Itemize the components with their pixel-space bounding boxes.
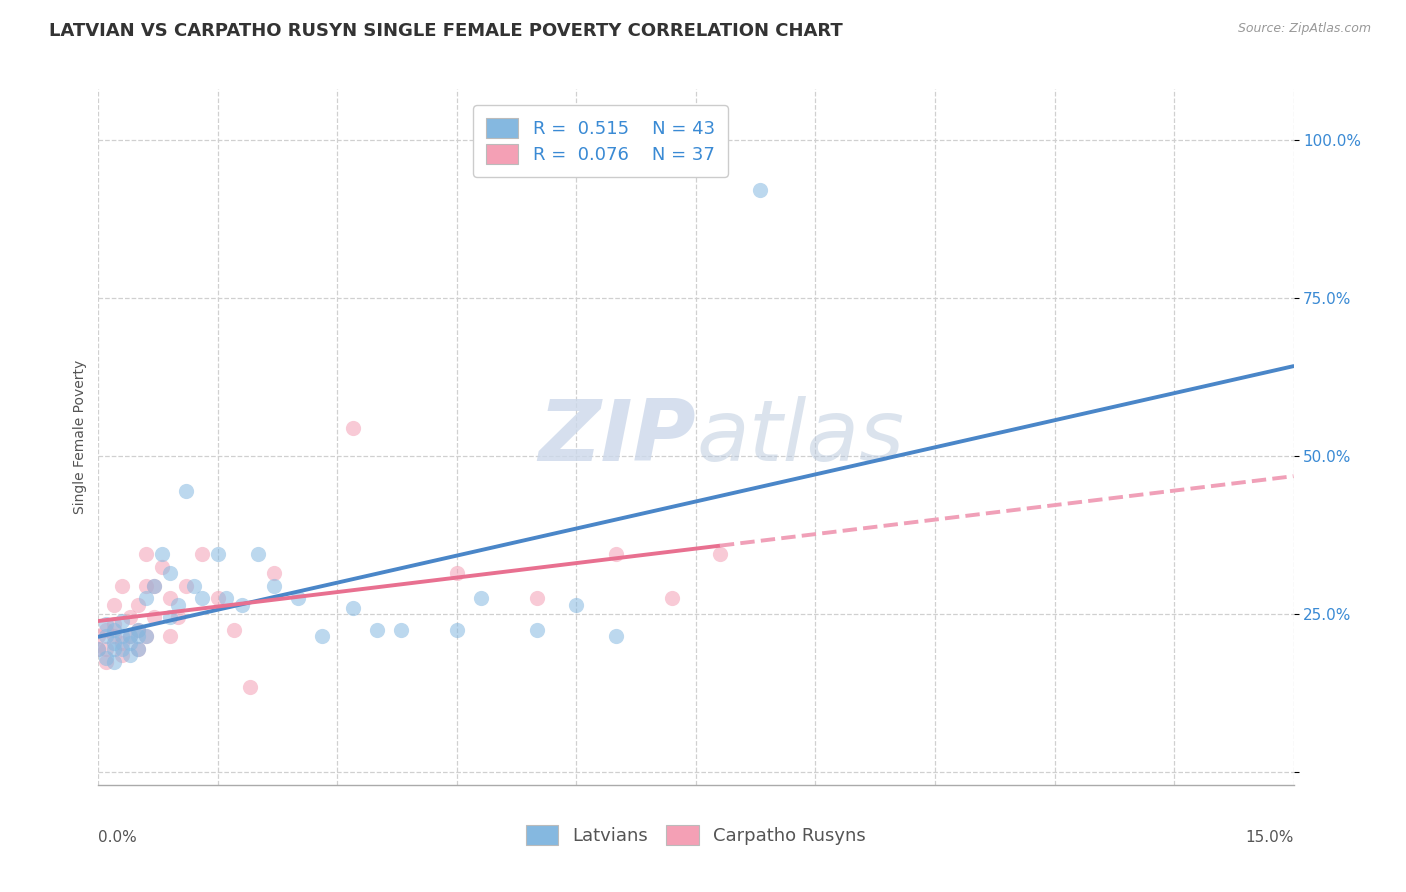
Point — [565, 598, 588, 612]
Point — [222, 623, 245, 637]
Point — [191, 547, 214, 561]
Point — [111, 579, 134, 593]
Point — [143, 579, 166, 593]
Point — [143, 610, 166, 624]
Point — [159, 591, 181, 606]
Point — [446, 566, 468, 580]
Point — [120, 610, 142, 624]
Point — [87, 629, 110, 643]
Point — [470, 591, 492, 606]
Point — [389, 623, 412, 637]
Point — [526, 591, 548, 606]
Point — [135, 579, 157, 593]
Point — [96, 623, 118, 637]
Point — [174, 483, 197, 498]
Point — [342, 600, 364, 615]
Point — [103, 655, 125, 669]
Point — [159, 566, 181, 580]
Point — [263, 579, 285, 593]
Point — [143, 579, 166, 593]
Point — [111, 642, 134, 657]
Text: Source: ZipAtlas.com: Source: ZipAtlas.com — [1237, 22, 1371, 36]
Point — [311, 629, 333, 643]
Point — [135, 591, 157, 606]
Point — [111, 635, 134, 649]
Point — [87, 642, 110, 657]
Text: ZIP: ZIP — [538, 395, 696, 479]
Point — [366, 623, 388, 637]
Point — [103, 642, 125, 657]
Point — [231, 598, 253, 612]
Point — [446, 623, 468, 637]
Point — [127, 629, 149, 643]
Point — [120, 629, 142, 643]
Point — [174, 579, 197, 593]
Point — [96, 651, 118, 665]
Point — [263, 566, 285, 580]
Point — [103, 623, 125, 637]
Point — [103, 616, 125, 631]
Point — [127, 623, 149, 637]
Point — [287, 591, 309, 606]
Point — [87, 642, 110, 657]
Point — [709, 547, 731, 561]
Point — [159, 629, 181, 643]
Point — [150, 547, 173, 561]
Point — [111, 614, 134, 628]
Point — [191, 591, 214, 606]
Point — [120, 648, 142, 663]
Point — [246, 547, 269, 561]
Point — [605, 547, 627, 561]
Text: 0.0%: 0.0% — [98, 830, 138, 846]
Point — [127, 598, 149, 612]
Point — [103, 629, 125, 643]
Point — [103, 635, 125, 649]
Point — [135, 629, 157, 643]
Point — [159, 610, 181, 624]
Legend: Latvians, Carpatho Rusyns: Latvians, Carpatho Rusyns — [519, 818, 873, 853]
Point — [215, 591, 238, 606]
Point — [183, 579, 205, 593]
Y-axis label: Single Female Poverty: Single Female Poverty — [73, 360, 87, 514]
Point — [120, 629, 142, 643]
Point — [127, 623, 149, 637]
Point — [167, 598, 190, 612]
Point — [103, 598, 125, 612]
Point — [135, 629, 157, 643]
Point — [239, 680, 262, 694]
Point — [127, 642, 149, 657]
Text: LATVIAN VS CARPATHO RUSYN SINGLE FEMALE POVERTY CORRELATION CHART: LATVIAN VS CARPATHO RUSYN SINGLE FEMALE … — [49, 22, 844, 40]
Point — [661, 591, 683, 606]
Point — [111, 629, 134, 643]
Point — [207, 547, 229, 561]
Point — [167, 610, 190, 624]
Point — [526, 623, 548, 637]
Point — [605, 629, 627, 643]
Point — [96, 616, 118, 631]
Text: 15.0%: 15.0% — [1246, 830, 1294, 846]
Point — [96, 629, 118, 643]
Point — [127, 642, 149, 657]
Point — [150, 559, 173, 574]
Point — [120, 635, 142, 649]
Point — [96, 642, 118, 657]
Point — [96, 655, 118, 669]
Point — [207, 591, 229, 606]
Point — [342, 420, 364, 434]
Point — [748, 183, 770, 197]
Point — [135, 547, 157, 561]
Point — [111, 648, 134, 663]
Text: atlas: atlas — [696, 395, 904, 479]
